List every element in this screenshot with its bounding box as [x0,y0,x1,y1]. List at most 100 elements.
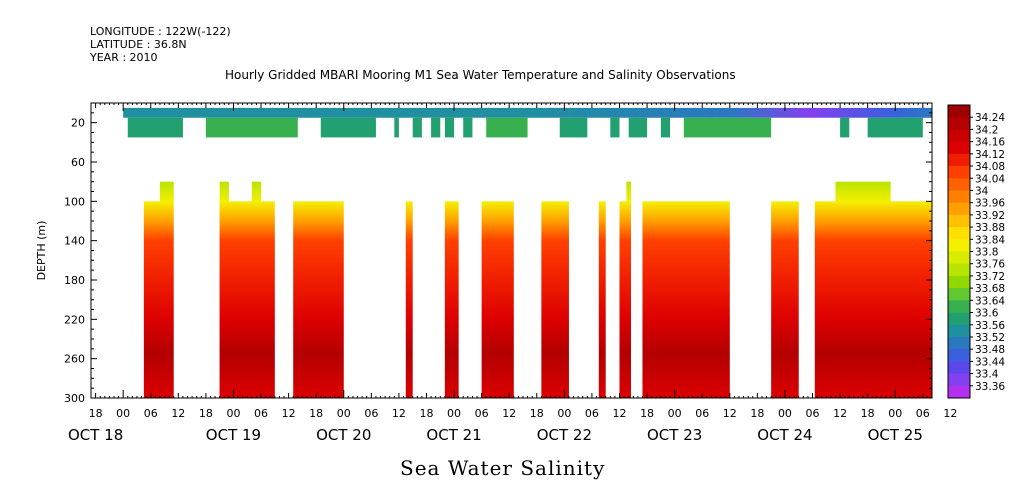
x-tick-label: 00 [778,407,792,420]
colorbar-swatch [948,117,970,130]
colorbar-swatch [948,153,970,167]
deep-salinity-segment [598,201,606,398]
y-tick-label: 140 [64,235,85,248]
year-label: YEAR : 2010 [90,51,158,64]
colorbar-swatch [948,288,970,301]
plot-axes: 20 60 100 140 180 220 260 300 DEPTH (m) 18 00 06 12 1… [35,102,957,444]
shallow-salinity-bin [412,117,422,138]
x-tick-label: 12 [502,407,516,420]
latitude-label: LATITUDE : 36.8N [90,38,187,51]
colorbar-label: 34 [975,185,989,197]
x-tick-label: 00 [116,407,130,420]
y-tick-label: 180 [64,274,85,287]
x-tick-label: 06 [585,407,599,420]
colorbar-label: 33.92 [975,210,1005,222]
y-tick-label: 20 [71,117,85,130]
colorbar-swatch [948,263,970,277]
x-tick-label: 00 [447,407,461,420]
x-tick-label: 06 [806,407,820,420]
colorbar-label: 33.56 [975,320,1005,332]
x-day-label: OCT 21 [426,426,481,444]
x-tick-label: 06 [916,407,930,420]
x-day-label: OCT 23 [647,426,702,444]
deep-salinity-segment [541,201,569,398]
colorbar-label: 33.8 [975,247,998,259]
x-tick-label: 12 [392,407,406,420]
x-tick-label: 18 [750,407,764,420]
x-tick-label: 12 [171,407,185,420]
longitude-label: LONGITUDE : 122W(-122) [90,25,231,38]
colorbar-swatch [948,324,970,338]
y-tick-label: 60 [71,156,85,169]
colorbar-swatch [948,361,970,375]
surface-salinity-band [123,107,933,118]
shallow-salinity-bin [683,117,772,138]
colorbar-label: 33.96 [975,198,1005,210]
colorbar-label: 33.44 [975,356,1005,368]
colorbar-label: 33.72 [975,271,1005,283]
colorbar-label: 34.16 [975,137,1005,149]
colorbar-label: 33.64 [975,295,1005,307]
shallow-salinity-bin [127,117,183,138]
colorbar-swatch [948,166,970,179]
deep-salinity-segment [405,201,413,398]
colorbar-label: 33.6 [975,308,999,320]
colorbar-swatch [948,105,970,118]
colorbar-label: 33.76 [975,259,1005,271]
y-tick-label: 100 [64,195,85,208]
deep-salinity-segment [626,181,631,398]
deep-salinity-segment [642,201,730,398]
deep-salinity-segment [219,181,229,398]
colorbar-swatch [948,312,970,326]
x-tick-label: 18 [640,407,654,420]
colorbar-label: 33.36 [975,381,1005,393]
colorbar-swatch [948,141,970,155]
deep-salinity-segment [481,201,514,398]
shallow-salinity-bin [486,117,528,138]
x-tick-label: 12 [943,407,957,420]
colorbar-swatch [948,349,970,362]
y-tick-label: 260 [64,353,85,366]
variable-title: Sea Water Salinity [400,456,606,480]
deep-salinity-segment [251,181,262,398]
shallow-salinity-bin [205,117,298,138]
colorbar-swatch [948,202,970,216]
x-tick-label: 06 [695,407,709,420]
salinity-field [123,107,933,398]
shallow-salinity-bin [610,117,620,138]
colorbar-swatch [948,227,970,240]
x-day-label: OCT 20 [316,426,371,444]
colorbar-label: 33.4 [975,369,999,381]
colorbar-label: 33.88 [975,222,1005,234]
colorbar-swatch [948,300,970,314]
colorbar-swatch [948,251,970,265]
colorbar-label: 33.84 [975,234,1005,246]
shallow-salinity-bin [660,117,671,138]
x-tick-label: 06 [144,407,158,420]
colorbar-label: 34.2 [975,124,998,136]
colorbar-label: 33.52 [975,332,1005,344]
colorbar-swatch [948,275,970,289]
shallow-salinity-bin [431,117,441,138]
y-tick-label: 300 [64,392,85,405]
shallow-salinity-bin [320,117,376,138]
colorbar-label: 34.04 [975,173,1005,185]
colorbar-label: 34.24 [975,112,1005,124]
shallow-salinity-bin [394,117,399,138]
deep-salinity-segment [159,181,174,398]
deep-salinity-segment [835,181,891,398]
colorbar-swatch [948,373,970,387]
colorbar-label: 34.08 [975,161,1005,173]
x-day-label: OCT 25 [868,426,923,444]
x-tick-label: 18 [419,407,433,420]
deep-salinity-segment [444,201,459,398]
deep-salinity-segment [619,201,629,398]
x-tick-label: 00 [226,407,240,420]
colorbar-swatch [948,336,970,350]
colorbar-swatch [948,129,970,143]
y-axis-label: DEPTH (m) [35,221,48,281]
x-tick-label: 12 [282,407,296,420]
x-tick-label: 12 [612,407,626,420]
colorbar-swatch [948,214,970,228]
x-tick-label: 12 [833,407,847,420]
